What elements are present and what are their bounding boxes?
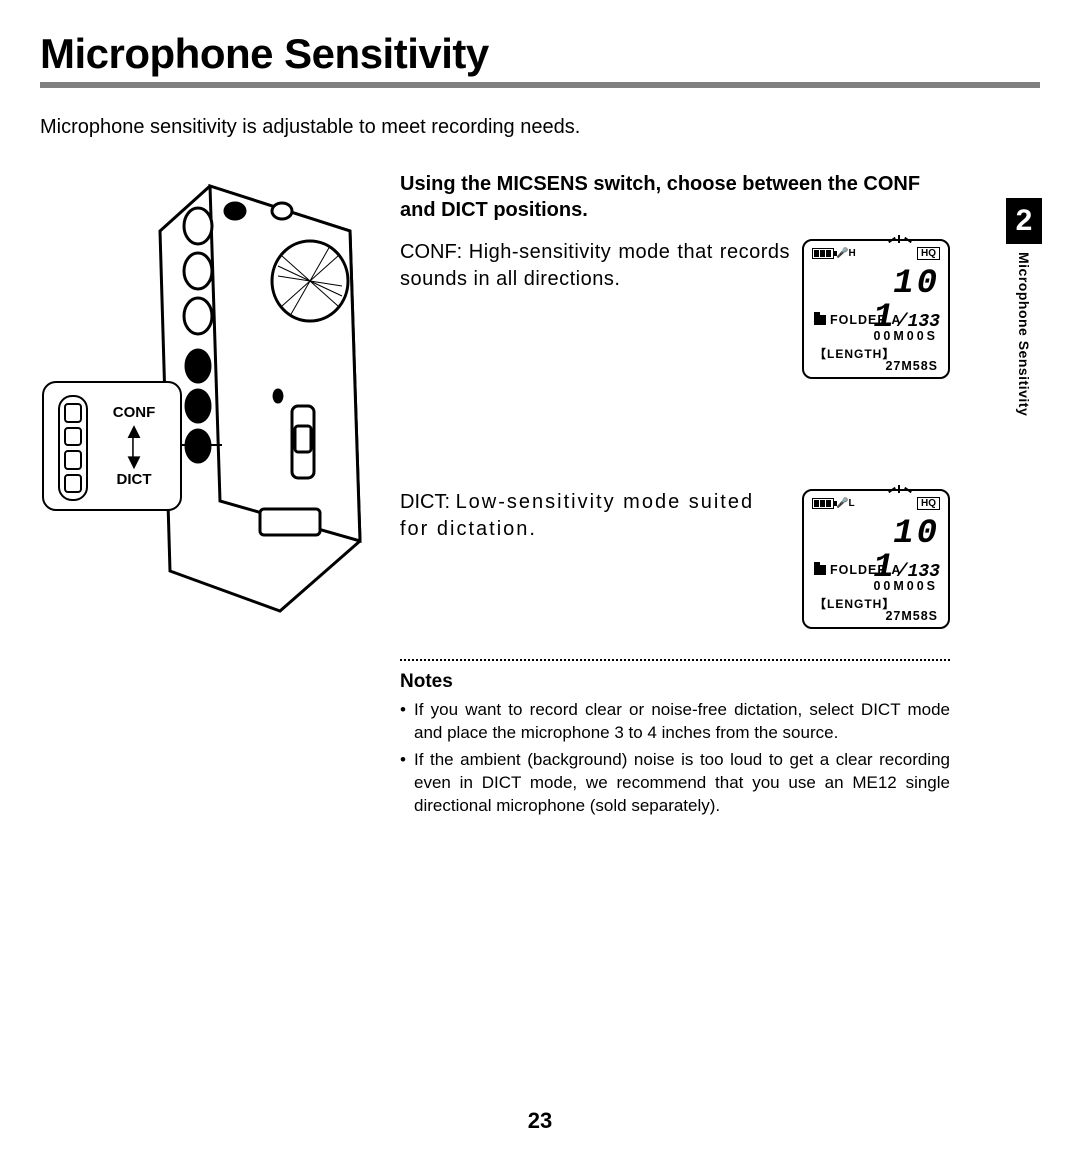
lcd-time: 00M00S: [873, 579, 938, 593]
micsens-callout: CONF ▲│▼ DICT: [42, 381, 182, 511]
instruction-prefix: Using the: [400, 173, 497, 195]
dict-label: DICT:: [400, 491, 450, 513]
switch-icon: [58, 395, 88, 501]
intro-text: Microphone sensitivity is adjustable to …: [40, 116, 1040, 139]
conf-label: CONF:: [400, 241, 462, 263]
page-number: 23: [0, 1108, 1080, 1134]
lcd-length-value: 27M58S: [885, 609, 938, 623]
conf-mode-row: CONF: High-sensitivity mode that records…: [400, 239, 950, 379]
instruction-switch: MICSENS: [497, 173, 588, 195]
lcd-folder-letter: A: [891, 563, 901, 577]
instruction-text: Using the MICSENS switch, choose between…: [400, 171, 950, 223]
hq-badge: HQ: [917, 497, 940, 510]
lcd-length-value: 27M58S: [885, 359, 938, 373]
lcd-length-label: 【LENGTH】: [814, 595, 895, 612]
battery-icon: [812, 498, 834, 509]
chapter-tab: 2 Microphone Sensitivity: [1006, 198, 1042, 416]
callout-leader-line: [180, 444, 222, 446]
lcd-folder-label: FOLDER: [830, 313, 887, 327]
lcd-dict: 🎤L HQ 10 1/133 FOLDER A 00M00S 【LENGTH】 …: [802, 489, 950, 629]
lcd-folder-letter: A: [891, 313, 901, 327]
note-item: If you want to record clear or noise-fre…: [400, 699, 950, 745]
folder-icon: [814, 315, 826, 325]
mic-icon: 🎤L: [836, 498, 855, 509]
chapter-number: 2: [1006, 198, 1042, 244]
title-rule: [40, 82, 1040, 88]
updown-arrow-icon: ▲│▼: [123, 423, 145, 469]
mic-icon: 🎤H: [836, 248, 856, 259]
folder-icon: [814, 565, 826, 575]
chapter-label: Microphone Sensitivity: [1016, 252, 1032, 416]
lcd-conf: 🎤H HQ 10 1/133 FOLDER A 00M00S 【LENGTH】 …: [802, 239, 950, 379]
note-item: If the ambient (background) noise is too…: [400, 749, 950, 818]
notes-divider: [400, 659, 950, 661]
notes-heading: Notes: [400, 671, 950, 693]
dict-desc: Low-sensitivity mode suited for dictatio…: [400, 491, 754, 540]
lcd-time: 00M00S: [873, 329, 938, 343]
notes-list: If you want to record clear or noise-fre…: [400, 699, 950, 818]
hq-badge: HQ: [917, 247, 940, 260]
device-illustration: CONF ▲│▼ DICT: [40, 171, 400, 631]
page-title: Microphone Sensitivity: [40, 30, 1040, 78]
lcd-folder-label: FOLDER: [830, 563, 887, 577]
lcd-length-label: 【LENGTH】: [814, 345, 895, 362]
dict-mode-row: DICT: Low-sensitivity mode suited for di…: [400, 489, 950, 629]
battery-icon: [812, 248, 834, 259]
callout-dict-label: DICT: [117, 471, 152, 488]
